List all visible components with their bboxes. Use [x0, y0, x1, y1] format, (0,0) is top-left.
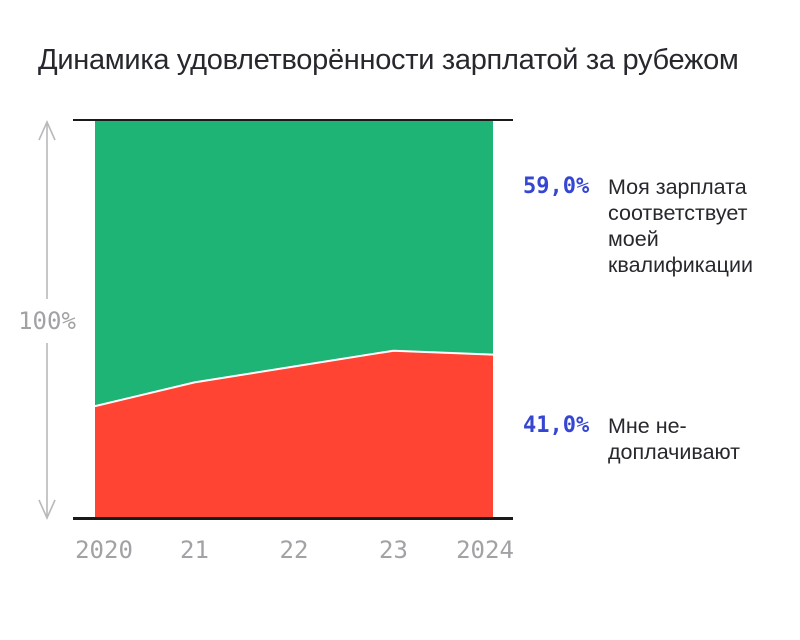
- x-tick-label: 23: [379, 536, 408, 564]
- series-boundary-line: [95, 349, 493, 408]
- legend-value-red: 41,0%: [523, 413, 590, 438]
- stacked-area-plot: [95, 121, 493, 517]
- series-area-red: [95, 350, 493, 517]
- top-axis-line: [73, 118, 513, 121]
- x-tick-label: 2024: [456, 536, 514, 564]
- x-tick-label: 21: [180, 536, 209, 564]
- chart-title: Динамика удовлетворённости зарплатой за …: [38, 44, 739, 76]
- y-axis-label: 100%: [17, 299, 77, 343]
- legend-value-green: 59,0%: [523, 174, 590, 199]
- legend-label-green: Моя зарплата соответствует моей квалифик…: [608, 175, 753, 277]
- x-tick-label: 22: [279, 536, 309, 564]
- bottom-axis-line: [73, 517, 513, 520]
- legend-label-red: Мне не-доплачивают: [608, 414, 741, 464]
- x-tick-label: 2020: [75, 536, 133, 564]
